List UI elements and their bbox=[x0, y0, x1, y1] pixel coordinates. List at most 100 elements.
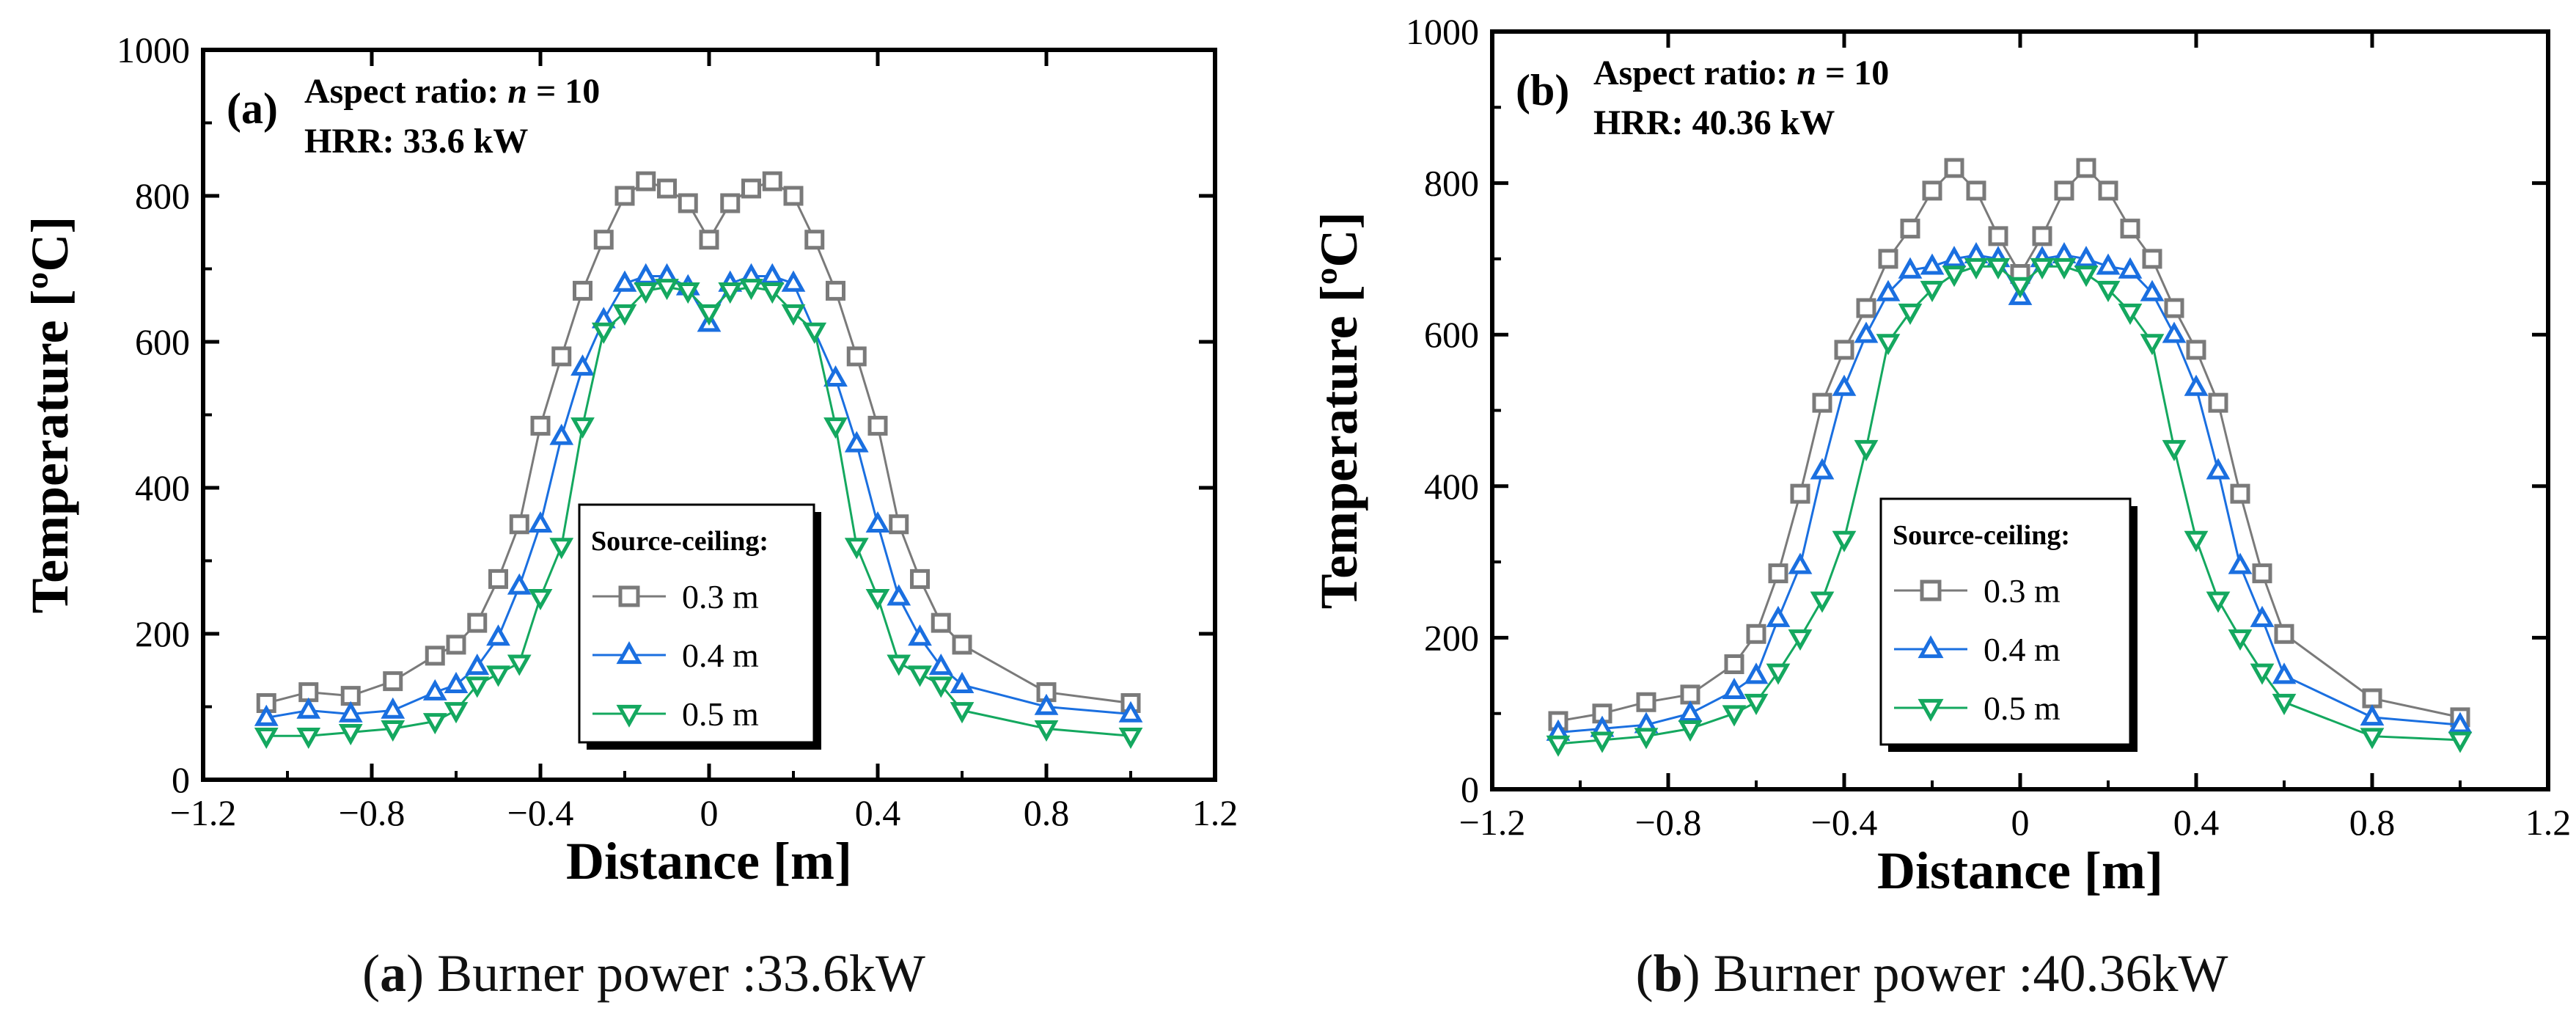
chart-a-data-point bbox=[844, 431, 869, 453]
chart-b-data-point bbox=[1810, 458, 1835, 480]
chart-b-data-point bbox=[2362, 688, 2382, 709]
chart-a-series-2 bbox=[254, 279, 1143, 750]
chart-b-data-point bbox=[1766, 605, 1791, 627]
chart-b-data-point bbox=[1964, 257, 1989, 279]
chart-b-data-point bbox=[2008, 277, 2033, 299]
chart-a-annotation-line1: Aspect ratio: n = 10 bbox=[304, 72, 600, 111]
chart-b-data-point bbox=[1790, 483, 1810, 504]
chart-b-data-point bbox=[2228, 552, 2253, 574]
chart-a-data-point bbox=[570, 354, 595, 376]
chart-b-series-2 bbox=[1546, 257, 2473, 757]
chart-b-x-tick-label: −0.8 bbox=[1635, 802, 1702, 843]
chart-b-data-point bbox=[1768, 563, 1788, 584]
chart-a-y-axis-title: Temperature [ºC] bbox=[21, 216, 79, 614]
chart-b-data-point bbox=[1722, 677, 1747, 700]
chart-a-data-point bbox=[950, 702, 975, 724]
chart-b-data-point bbox=[2274, 623, 2294, 644]
chart-a-data-point bbox=[804, 230, 825, 250]
chart-b-data-point bbox=[2448, 731, 2473, 753]
chart-b-data-point bbox=[1942, 266, 1967, 288]
caption-b: (b) Burner power :40.36kW bbox=[1635, 944, 2228, 1003]
chart-a-x-tick-label: −0.4 bbox=[507, 792, 574, 833]
chart-b-legend-label: 0.3 m bbox=[1984, 572, 2061, 610]
chart-a-data-point bbox=[952, 634, 972, 655]
chart-b-data-point bbox=[2272, 693, 2297, 715]
chart-a-data-point bbox=[256, 693, 276, 714]
chart-b-x-tick-label: −0.4 bbox=[1811, 802, 1878, 843]
chart-a-legend-title: Source-ceiling: bbox=[591, 526, 768, 557]
chart-a-data-point bbox=[739, 279, 763, 301]
chart-b-data-point bbox=[2360, 728, 2385, 750]
chart-b-data-point bbox=[2208, 392, 2228, 413]
chart-a-panel-label: (a) bbox=[227, 84, 278, 133]
chart-b-data-point bbox=[2360, 704, 2385, 726]
chart-b-data-point bbox=[1680, 684, 1700, 705]
chart-a-x-tick-label: 0.8 bbox=[1024, 792, 1070, 833]
chart-b-data-point bbox=[2120, 219, 2140, 239]
chart-a-data-point bbox=[657, 178, 677, 199]
chart-a-data-point bbox=[826, 280, 845, 301]
chart-b-y-tick-label: 800 bbox=[1424, 163, 1479, 204]
chart-a-data-point bbox=[551, 346, 572, 367]
chart-a-data-point bbox=[741, 178, 761, 199]
chart-a-data-point bbox=[612, 270, 637, 292]
chart-b-data-point bbox=[1986, 257, 2011, 279]
chart-b-data-point bbox=[2184, 530, 2209, 552]
chart-b-data-point bbox=[1636, 692, 1656, 712]
chart-a-y-tick-label: 400 bbox=[135, 467, 190, 508]
chart-a-data-point bbox=[422, 679, 447, 701]
chart-a-data-point bbox=[254, 728, 279, 750]
chart-b-data-point bbox=[1832, 374, 1857, 396]
chart-b-data-point bbox=[1966, 180, 1986, 201]
chart-b-data-point bbox=[2250, 605, 2275, 627]
chart-a-data-point bbox=[549, 538, 574, 560]
chart-a-x-tick-label: −1.2 bbox=[170, 792, 237, 833]
chart-b-data-point bbox=[1724, 654, 1744, 675]
chart-a-data-point bbox=[655, 279, 679, 301]
chart-b-data-point bbox=[2164, 298, 2184, 318]
chart-b-data-point bbox=[2140, 279, 2165, 301]
caption-a: (a) Burner power :33.6kW bbox=[362, 944, 925, 1003]
chart-a-data-point bbox=[465, 676, 490, 698]
chart-a-data-point bbox=[718, 282, 743, 304]
chart-b-data-point bbox=[2448, 712, 2473, 734]
chart-a-data-point bbox=[1034, 720, 1059, 742]
chart-b-y-tick-label: 1000 bbox=[1406, 11, 1479, 52]
caption-a-text: Burner power :33.6kW bbox=[437, 944, 925, 1003]
chart-b-data-point bbox=[2140, 334, 2165, 356]
chart-b-data-point bbox=[2076, 158, 2096, 178]
chart-a-data-point bbox=[928, 654, 953, 676]
chart-b-legend-label: 0.4 m bbox=[1984, 631, 2061, 668]
chart-b-data-point bbox=[2252, 563, 2272, 584]
chart-a-legend-label: 0.5 m bbox=[682, 695, 759, 733]
chart-b-data-point bbox=[1834, 340, 1854, 360]
chart-a-data-point bbox=[549, 423, 574, 445]
chart-b-panel-label: (b) bbox=[1516, 66, 1569, 114]
chart-b-x-tick-label: 0.8 bbox=[2349, 802, 2396, 843]
chart-b-data-point bbox=[1592, 703, 1612, 724]
chart-a-data-point bbox=[823, 417, 848, 439]
chart-b-annotation-line2: HRR: 40.36 kW bbox=[1593, 103, 1835, 142]
chart-b-data-point bbox=[1944, 158, 1964, 178]
chart-a-data-point bbox=[446, 634, 466, 655]
chart-b-data-point bbox=[2074, 266, 2099, 288]
chart-b-legend-marker bbox=[1920, 579, 1942, 601]
chart-b-y-tick-label: 0 bbox=[1461, 769, 1479, 810]
chart-a-legend-marker bbox=[616, 704, 642, 728]
chart-a-data-point bbox=[636, 171, 656, 191]
chart-a-data-point bbox=[931, 612, 951, 633]
chart-a-x-tick-label: 0 bbox=[700, 792, 719, 833]
chart-a-data-point bbox=[950, 671, 975, 693]
chart-a-data-point bbox=[425, 645, 445, 666]
chart-b-legend: Source-ceiling: 0.3 m 0.4 m 0.5 m bbox=[1879, 497, 2138, 752]
chart-a-y-tick-label: 0 bbox=[172, 759, 190, 800]
chart-b-data-point bbox=[1546, 735, 1571, 757]
chart-a-data-point bbox=[528, 511, 553, 533]
chart-b-data-point bbox=[1746, 623, 1766, 644]
chart-a-annotation-suffix: = 10 bbox=[527, 72, 600, 111]
chart-a-data-point bbox=[1118, 728, 1143, 750]
chart-b-y-tick-label: 600 bbox=[1424, 314, 1479, 355]
chart-a-legend-marker bbox=[618, 585, 640, 607]
chart-b-data-point bbox=[2098, 180, 2118, 201]
chart-a-data-point bbox=[887, 584, 911, 606]
